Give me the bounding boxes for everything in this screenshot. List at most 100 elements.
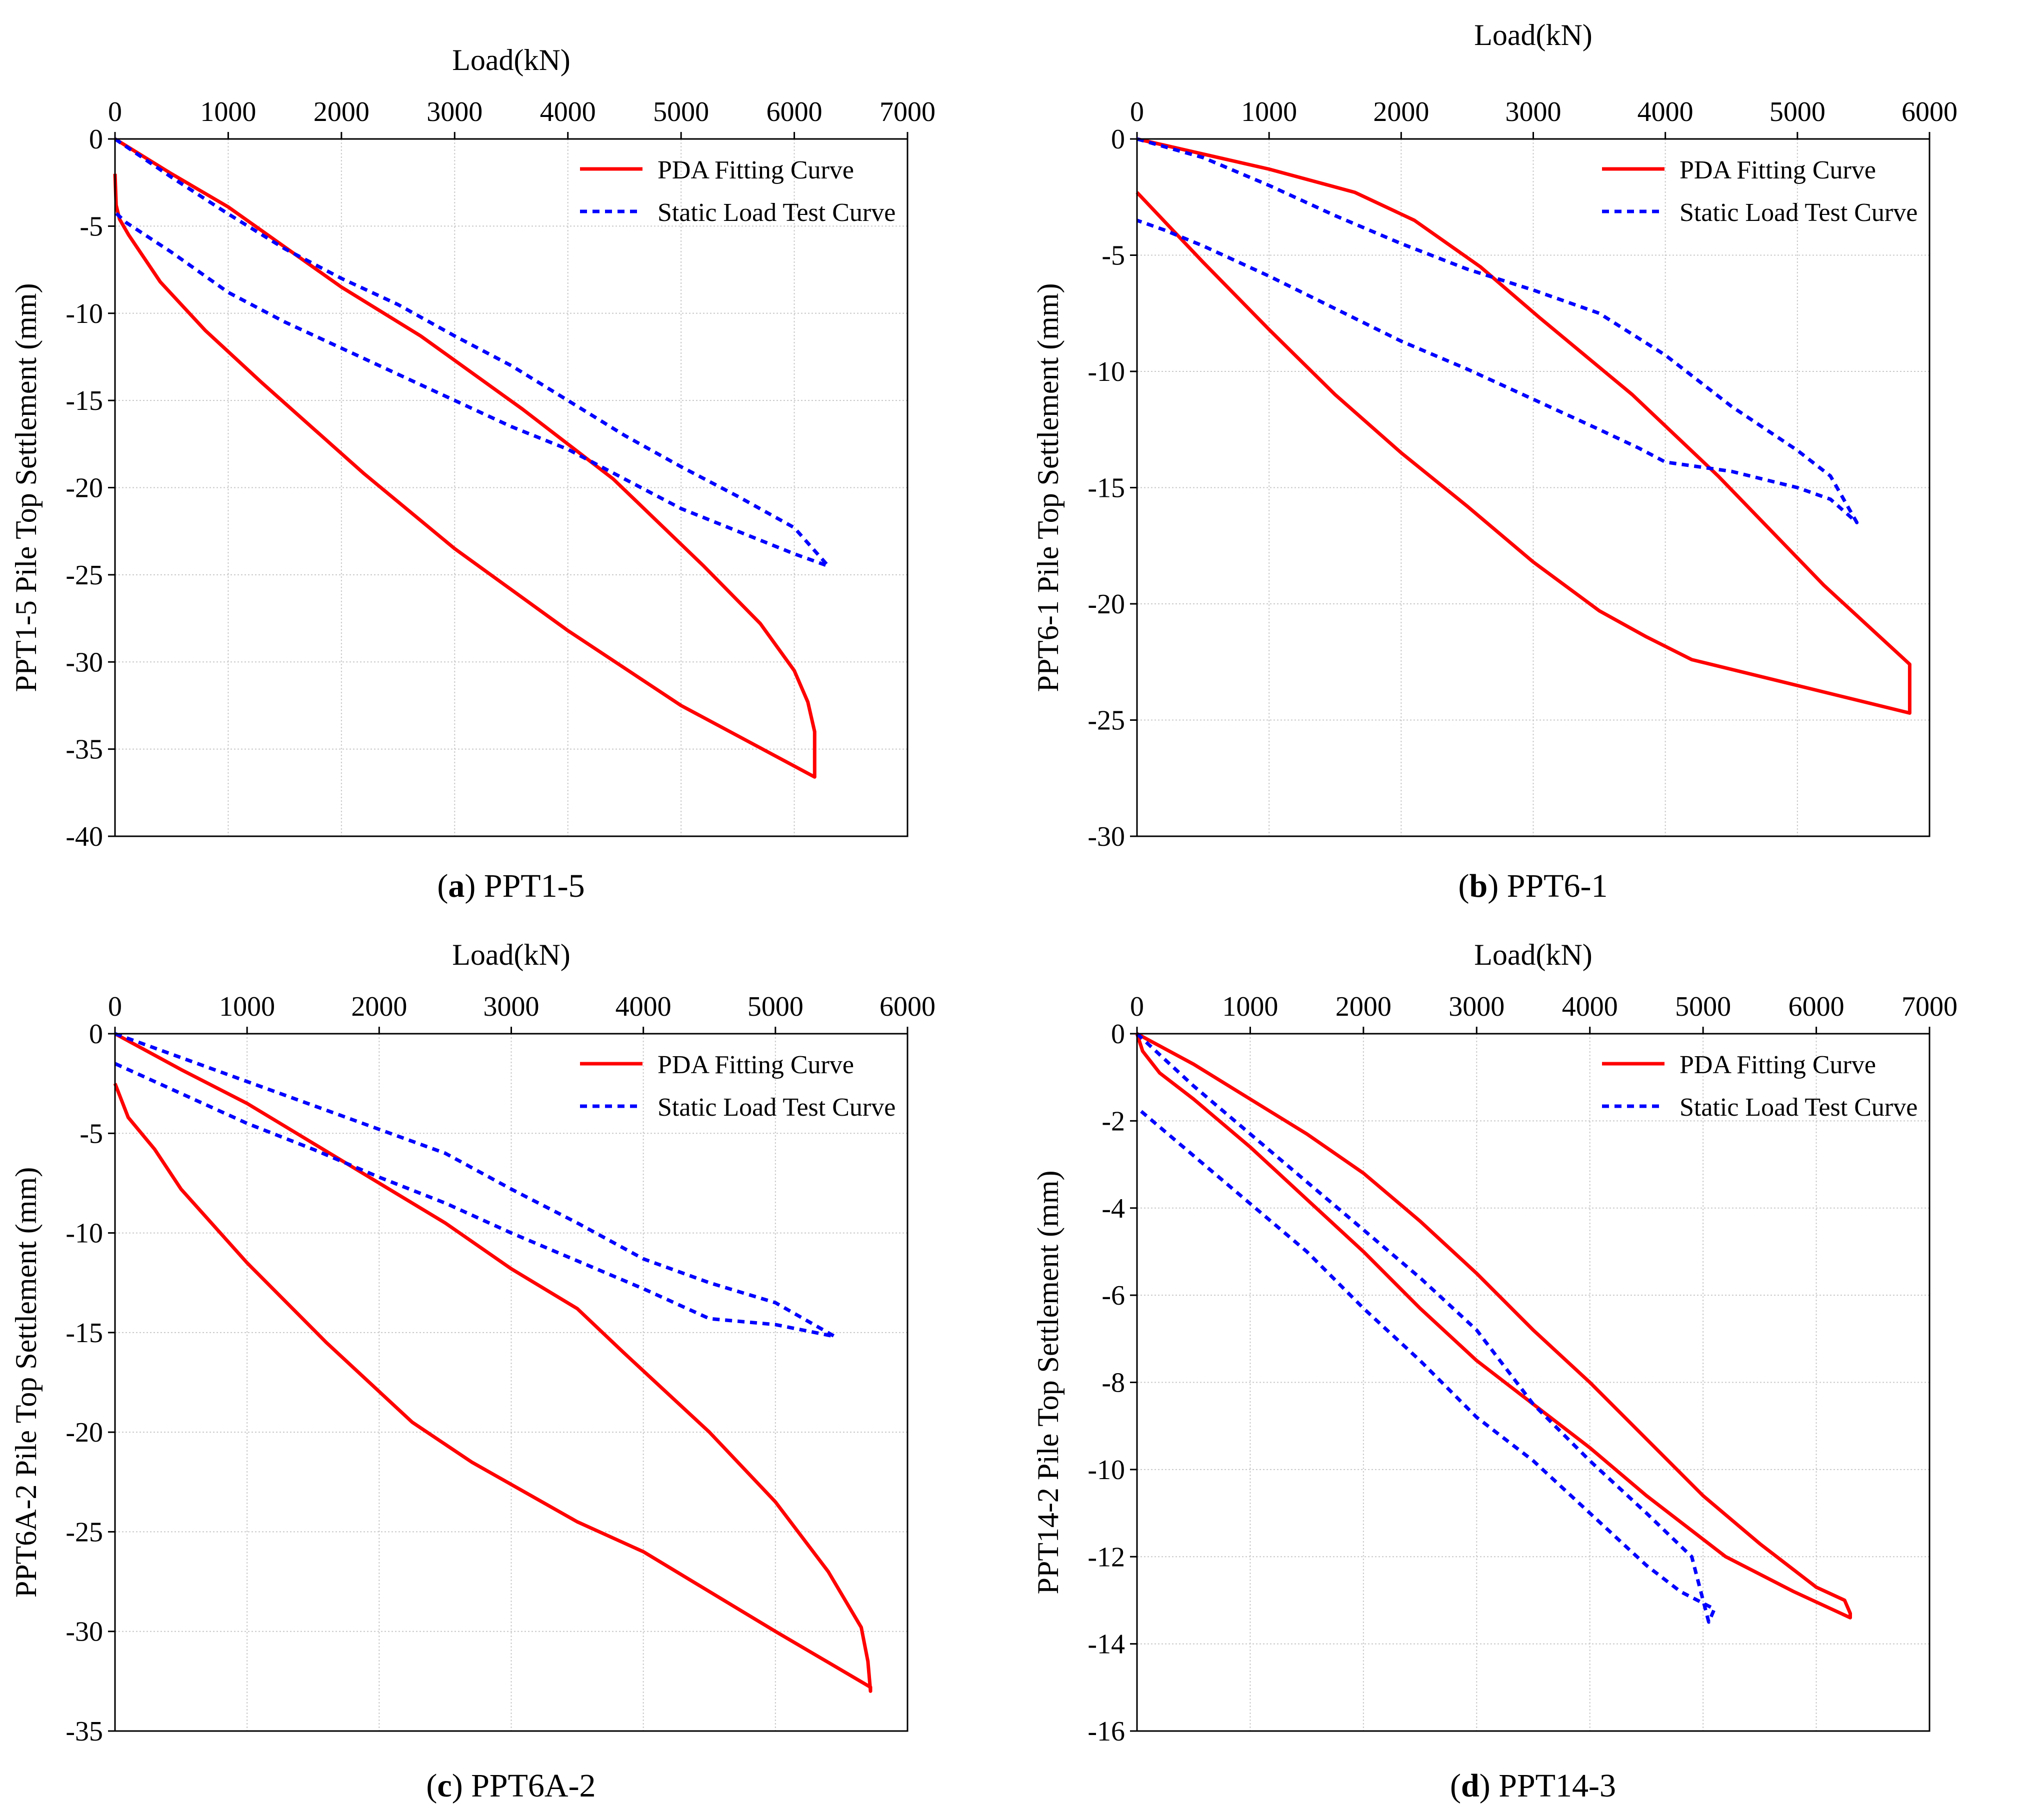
x-tick-label: 4000 bbox=[540, 96, 596, 127]
x-tick-label: 5000 bbox=[1675, 991, 1731, 1022]
y-tick-label: -35 bbox=[66, 1716, 103, 1747]
caption-letter: c bbox=[437, 1768, 452, 1804]
chart-svg-b: 0 1000 2000 3000 4000 5000 6000 0 -5 -10 -15 -20 -25… bbox=[1032, 18, 1958, 852]
x-tick-label: 4000 bbox=[1562, 991, 1618, 1022]
caption-text: PPT1-5 bbox=[484, 868, 585, 904]
plot-frame bbox=[114, 1033, 908, 1732]
legend-label: PDA Fitting Curve bbox=[1680, 1051, 1876, 1079]
caption-letter: a bbox=[448, 868, 465, 904]
x-tick-label: 6000 bbox=[880, 991, 936, 1022]
x-axis-label: Load(kN) bbox=[452, 43, 570, 76]
x-tick-label: 7000 bbox=[880, 96, 936, 127]
legend-label: Static Load Test Curve bbox=[658, 1093, 896, 1122]
x-tick-label: 2000 bbox=[1336, 991, 1392, 1022]
series-line bbox=[1136, 137, 1912, 715]
x-tick-label: 6000 bbox=[766, 96, 822, 127]
legend-label: PDA Fitting Curve bbox=[658, 1051, 854, 1079]
caption-letter: d bbox=[1461, 1768, 1480, 1804]
y-tick-label: -15 bbox=[1088, 473, 1125, 504]
caption-b: (b) PPT6-1 bbox=[1458, 868, 1608, 904]
legend-label: Static Load Test Curve bbox=[1680, 1093, 1918, 1122]
caption-d: (d) PPT14-3 bbox=[1450, 1768, 1616, 1804]
x-tick-label: 5000 bbox=[1770, 96, 1826, 127]
legend-label: PDA Fitting Curve bbox=[658, 156, 854, 184]
y-tick-label: 0 bbox=[89, 124, 103, 155]
legend-label: Static Load Test Curve bbox=[658, 198, 896, 227]
y-tick-label: -14 bbox=[1088, 1629, 1125, 1660]
series-line bbox=[113, 1032, 872, 1693]
x-tick-label: 0 bbox=[108, 991, 122, 1022]
y-axis-label: PPT6-1 Pile Top Settlement (mm) bbox=[1032, 283, 1064, 692]
x-tick-label: 1000 bbox=[219, 991, 275, 1022]
y-axis-label: PPT6A-2 Pile Top Settlement (mm) bbox=[10, 1167, 42, 1598]
x-axis-label: Load(kN) bbox=[452, 938, 570, 971]
series-line bbox=[1136, 1032, 1716, 1624]
legend-label: PDA Fitting Curve bbox=[1680, 156, 1876, 184]
chart-svg-a: 0 1000 2000 3000 4000 5000 6000 7000 0 -5 -10 -15 -2… bbox=[10, 43, 936, 852]
caption-text: PPT14-3 bbox=[1498, 1768, 1616, 1804]
y-tick-label: -10 bbox=[66, 298, 103, 329]
panel-a: 0 1000 2000 3000 4000 5000 6000 7000 0 -5 -10 -15 -2… bbox=[0, 0, 1022, 904]
y-tick-label: -20 bbox=[1088, 589, 1125, 620]
chart-svg-d: 0 1000 2000 3000 4000 5000 6000 7000 0 -2 -4 -6 -8 -1… bbox=[1032, 938, 1958, 1747]
panel-c: 0 1000 2000 3000 4000 5000 6000 0 -5 -10 -15 -20 -25… bbox=[0, 895, 1022, 1804]
y-tick-label: -12 bbox=[1088, 1542, 1125, 1573]
y-tick-label: 0 bbox=[89, 1019, 103, 1050]
plot-frame bbox=[114, 138, 908, 837]
plot-frame bbox=[1136, 1033, 1930, 1732]
x-axis-label: Load(kN) bbox=[1474, 938, 1592, 971]
x-tick-label: 7000 bbox=[1902, 991, 1958, 1022]
x-tick-label: 3000 bbox=[1506, 96, 1562, 127]
x-axis-label: Load(kN) bbox=[1474, 18, 1592, 51]
chart-svg-c: 0 1000 2000 3000 4000 5000 6000 0 -5 -10 -15 -20 -25… bbox=[10, 938, 936, 1747]
y-tick-label: -10 bbox=[1088, 356, 1125, 387]
caption-letter: b bbox=[1469, 868, 1488, 904]
series-line bbox=[1136, 137, 1859, 524]
y-tick-label: -8 bbox=[1102, 1368, 1125, 1399]
y-tick-label: -4 bbox=[1102, 1193, 1125, 1224]
y-tick-label: -35 bbox=[66, 734, 103, 765]
y-tick-label: 0 bbox=[1111, 1019, 1125, 1050]
y-tick-label: -40 bbox=[66, 821, 103, 852]
x-tick-label: 6000 bbox=[1788, 991, 1844, 1022]
x-tick-label: 5000 bbox=[748, 991, 804, 1022]
y-tick-label: -30 bbox=[66, 1617, 103, 1648]
x-tick-label: 2000 bbox=[351, 991, 407, 1022]
x-tick-label: 5000 bbox=[653, 96, 709, 127]
series-line bbox=[113, 137, 816, 779]
caption-text: PPT6A-2 bbox=[471, 1768, 596, 1804]
x-tick-label: 1000 bbox=[1241, 96, 1297, 127]
x-tick-label: 1000 bbox=[1222, 991, 1278, 1022]
y-tick-label: -5 bbox=[1102, 240, 1125, 271]
y-tick-label: -20 bbox=[66, 473, 103, 504]
x-tick-label: 3000 bbox=[484, 991, 540, 1022]
series-line bbox=[1135, 1032, 1852, 1620]
x-tick-label: 4000 bbox=[1638, 96, 1694, 127]
x-tick-label: 1000 bbox=[200, 96, 256, 127]
x-tick-label: 2000 bbox=[314, 96, 370, 127]
y-tick-label: -5 bbox=[80, 1118, 103, 1149]
caption-text: PPT6-1 bbox=[1506, 868, 1608, 904]
series-line bbox=[114, 137, 830, 568]
caption-c: (c) PPT6A-2 bbox=[426, 1768, 596, 1804]
y-tick-label: -30 bbox=[1088, 821, 1125, 852]
series-line bbox=[114, 1032, 837, 1339]
y-axis-label: PPT14-2 Pile Top Settlement (mm) bbox=[1032, 1171, 1064, 1595]
panel-d: 0 1000 2000 3000 4000 5000 6000 7000 0 -2 -4 -6 -8 -1… bbox=[1022, 895, 2044, 1804]
caption-a: (a) PPT1-5 bbox=[437, 868, 585, 904]
y-tick-label: -2 bbox=[1102, 1106, 1125, 1137]
y-tick-label: -30 bbox=[66, 647, 103, 678]
x-tick-label: 3000 bbox=[426, 96, 482, 127]
y-tick-label: -10 bbox=[1088, 1455, 1125, 1486]
y-axis-label: PPT1-5 Pile Top Settlement (mm) bbox=[10, 283, 42, 692]
x-tick-label: 2000 bbox=[1373, 96, 1429, 127]
y-tick-label: -25 bbox=[1088, 705, 1125, 736]
y-tick-label: -20 bbox=[66, 1417, 103, 1448]
y-tick-label: -15 bbox=[66, 385, 103, 416]
x-tick-label: 3000 bbox=[1448, 991, 1504, 1022]
plot-frame bbox=[1136, 138, 1930, 837]
y-tick-label: -25 bbox=[66, 1517, 103, 1548]
y-tick-label: -16 bbox=[1088, 1716, 1125, 1747]
x-tick-label: 0 bbox=[1130, 96, 1144, 127]
